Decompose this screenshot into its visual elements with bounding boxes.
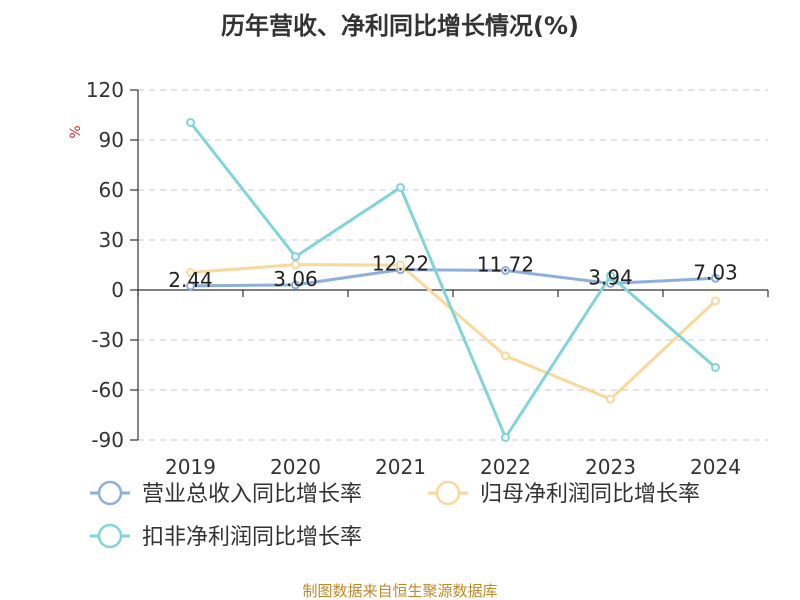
y-tick-label: 30 bbox=[99, 228, 124, 252]
series-2-point bbox=[186, 268, 195, 277]
x-tick-label: 2022 bbox=[480, 455, 531, 479]
data-label: 11.72 bbox=[477, 252, 534, 276]
series-layer bbox=[186, 118, 720, 442]
legend-marker-1 bbox=[97, 480, 123, 506]
series-3-point bbox=[501, 433, 510, 442]
x-tick-label: 2020 bbox=[270, 455, 321, 479]
axes: 120 90 60 30 0 -30 -60 -90 2019 2020 2021 2022 2023 2… bbox=[86, 78, 769, 479]
data-label: 3.06 bbox=[273, 267, 318, 291]
chart-title: 历年营收、净利同比增长情况(%) bbox=[221, 12, 579, 40]
series-2-point bbox=[396, 260, 405, 270]
data-label: 7.03 bbox=[693, 260, 738, 284]
x-tick-label: 2024 bbox=[690, 455, 741, 479]
data-label: 2.44 bbox=[168, 268, 213, 292]
data-label: 3.94 bbox=[588, 265, 633, 289]
series-1-point bbox=[711, 273, 720, 283]
series-3-point bbox=[606, 271, 615, 281]
data-labels: 2.44 3.06 12.22 11.72 3.94 7.03 bbox=[168, 252, 738, 292]
y-tick-label: 60 bbox=[99, 178, 124, 202]
legend-label-2: 归母净利润同比增长率 bbox=[480, 482, 700, 507]
series-1-point bbox=[186, 281, 195, 291]
series-3-point bbox=[291, 252, 300, 262]
legend-marker-2 bbox=[435, 480, 461, 506]
series-1-point bbox=[291, 280, 300, 290]
series-3-point bbox=[396, 183, 405, 192]
y-tick-label: -60 bbox=[91, 378, 124, 402]
y-tick-label: -90 bbox=[91, 428, 124, 452]
x-tick-label: 2021 bbox=[375, 455, 426, 479]
y-axis-unit: % bbox=[68, 125, 84, 138]
series-3-point bbox=[186, 118, 195, 127]
x-tick-label: 2023 bbox=[585, 455, 636, 479]
series-line-1 bbox=[190, 268, 716, 288]
legend-marker-3 bbox=[97, 523, 123, 549]
y-tick-label: 90 bbox=[99, 128, 124, 152]
series-3-point bbox=[711, 363, 720, 372]
series-line-3 bbox=[189, 121, 717, 439]
grid-lines bbox=[138, 89, 768, 441]
x-tick-label: 2019 bbox=[165, 455, 216, 479]
source-note: 制图数据来自恒生聚源数据库 bbox=[302, 582, 497, 600]
y-tick-label: 120 bbox=[86, 78, 124, 102]
y-tick-label: -30 bbox=[91, 328, 124, 352]
series-1-point bbox=[501, 265, 510, 275]
series-2-point bbox=[711, 296, 720, 306]
data-label: 12.22 bbox=[372, 252, 429, 276]
legend-label-3: 扣非净利润同比增长率 bbox=[142, 525, 362, 550]
y-tick-label: 0 bbox=[111, 278, 124, 302]
series-2-point bbox=[501, 351, 510, 361]
series-2-point bbox=[606, 394, 615, 404]
legend-label-1: 营业总收入同比增长率 bbox=[142, 482, 362, 507]
